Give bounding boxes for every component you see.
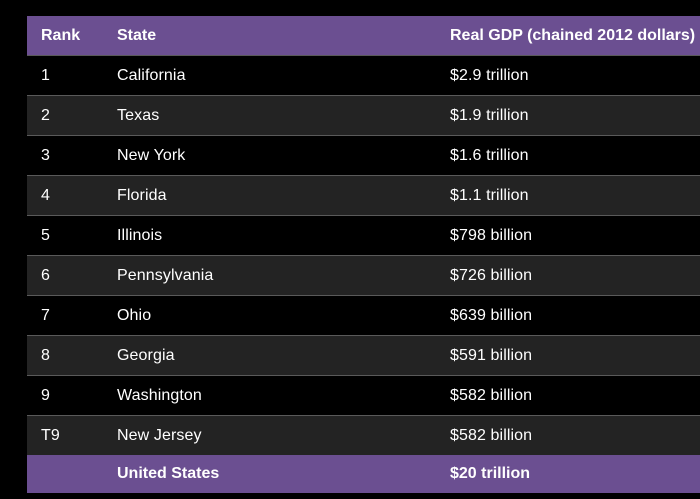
header-row: Rank State Real GDP (chained 2012 dollar… bbox=[27, 16, 700, 56]
rank-cell: 2 bbox=[41, 106, 50, 124]
rank-cell: 4 bbox=[41, 186, 50, 204]
state-cell: Texas bbox=[117, 106, 160, 124]
rank-cell: 9 bbox=[41, 386, 50, 404]
state-column-header: State bbox=[117, 26, 157, 44]
total-label-cell: United States bbox=[117, 465, 220, 482]
gdp-cell: $1.6 trillion bbox=[450, 146, 529, 164]
rank-cell: T9 bbox=[41, 426, 60, 444]
rank-column-header: Rank bbox=[41, 26, 81, 44]
gdp-cell: $2.9 trillion bbox=[450, 66, 529, 84]
state-cell: Pennsylvania bbox=[117, 266, 214, 284]
table-body: 1 California $2.9 trillion 2 Texas $1.9 … bbox=[27, 55, 700, 455]
table-row: 2 Texas $1.9 trillion bbox=[27, 95, 700, 136]
table-row: 3 New York $1.6 trillion bbox=[27, 135, 700, 176]
state-cell: New York bbox=[117, 146, 186, 164]
state-cell: California bbox=[117, 66, 186, 84]
gdp-cell: $798 billion bbox=[450, 226, 533, 244]
rank-cell: 6 bbox=[41, 266, 50, 284]
gdp-cell: $591 billion bbox=[450, 346, 533, 364]
state-cell: Georgia bbox=[117, 346, 175, 364]
state-cell: Florida bbox=[117, 186, 167, 204]
table-row: 4 Florida $1.1 trillion bbox=[27, 175, 700, 216]
table-row: 6 Pennsylvania $726 billion bbox=[27, 255, 700, 296]
state-cell: New Jersey bbox=[117, 426, 202, 444]
total-gdp-cell: $20 trillion bbox=[450, 465, 531, 482]
table-row: 9 Washington $582 billion bbox=[27, 375, 700, 416]
rank-cell: 8 bbox=[41, 346, 50, 364]
total-row: United States $20 trillion bbox=[27, 455, 700, 493]
table-row: 5 Illinois $798 billion bbox=[27, 215, 700, 256]
table-footer: United States $20 trillion bbox=[27, 455, 700, 493]
gdp-cell: $582 billion bbox=[450, 426, 533, 444]
gdp-cell: $1.1 trillion bbox=[450, 186, 529, 204]
gdp-ranking-table: Rank State Real GDP (chained 2012 dollar… bbox=[27, 16, 700, 493]
state-cell: Ohio bbox=[117, 306, 152, 324]
table-row: 1 California $2.9 trillion bbox=[27, 55, 700, 96]
gdp-cell: $582 billion bbox=[450, 386, 533, 404]
table-row: 8 Georgia $591 billion bbox=[27, 335, 700, 376]
rank-cell: 3 bbox=[41, 146, 50, 164]
table-row: 7 Ohio $639 billion bbox=[27, 295, 700, 336]
table-header: Rank State Real GDP (chained 2012 dollar… bbox=[27, 16, 700, 56]
gdp-cell: $1.9 trillion bbox=[450, 106, 529, 124]
rank-cell: 1 bbox=[41, 66, 50, 84]
total-rank-cell bbox=[27, 455, 117, 493]
state-cell: Washington bbox=[117, 386, 202, 404]
gdp-cell: $639 billion bbox=[450, 306, 533, 324]
gdp-column-header: Real GDP (chained 2012 dollars) bbox=[450, 26, 696, 44]
gdp-cell: $726 billion bbox=[450, 266, 533, 284]
rank-cell: 5 bbox=[41, 226, 50, 244]
table-row: T9 New Jersey $582 billion bbox=[27, 415, 700, 455]
state-cell: Illinois bbox=[117, 226, 163, 244]
rank-cell: 7 bbox=[41, 306, 50, 324]
